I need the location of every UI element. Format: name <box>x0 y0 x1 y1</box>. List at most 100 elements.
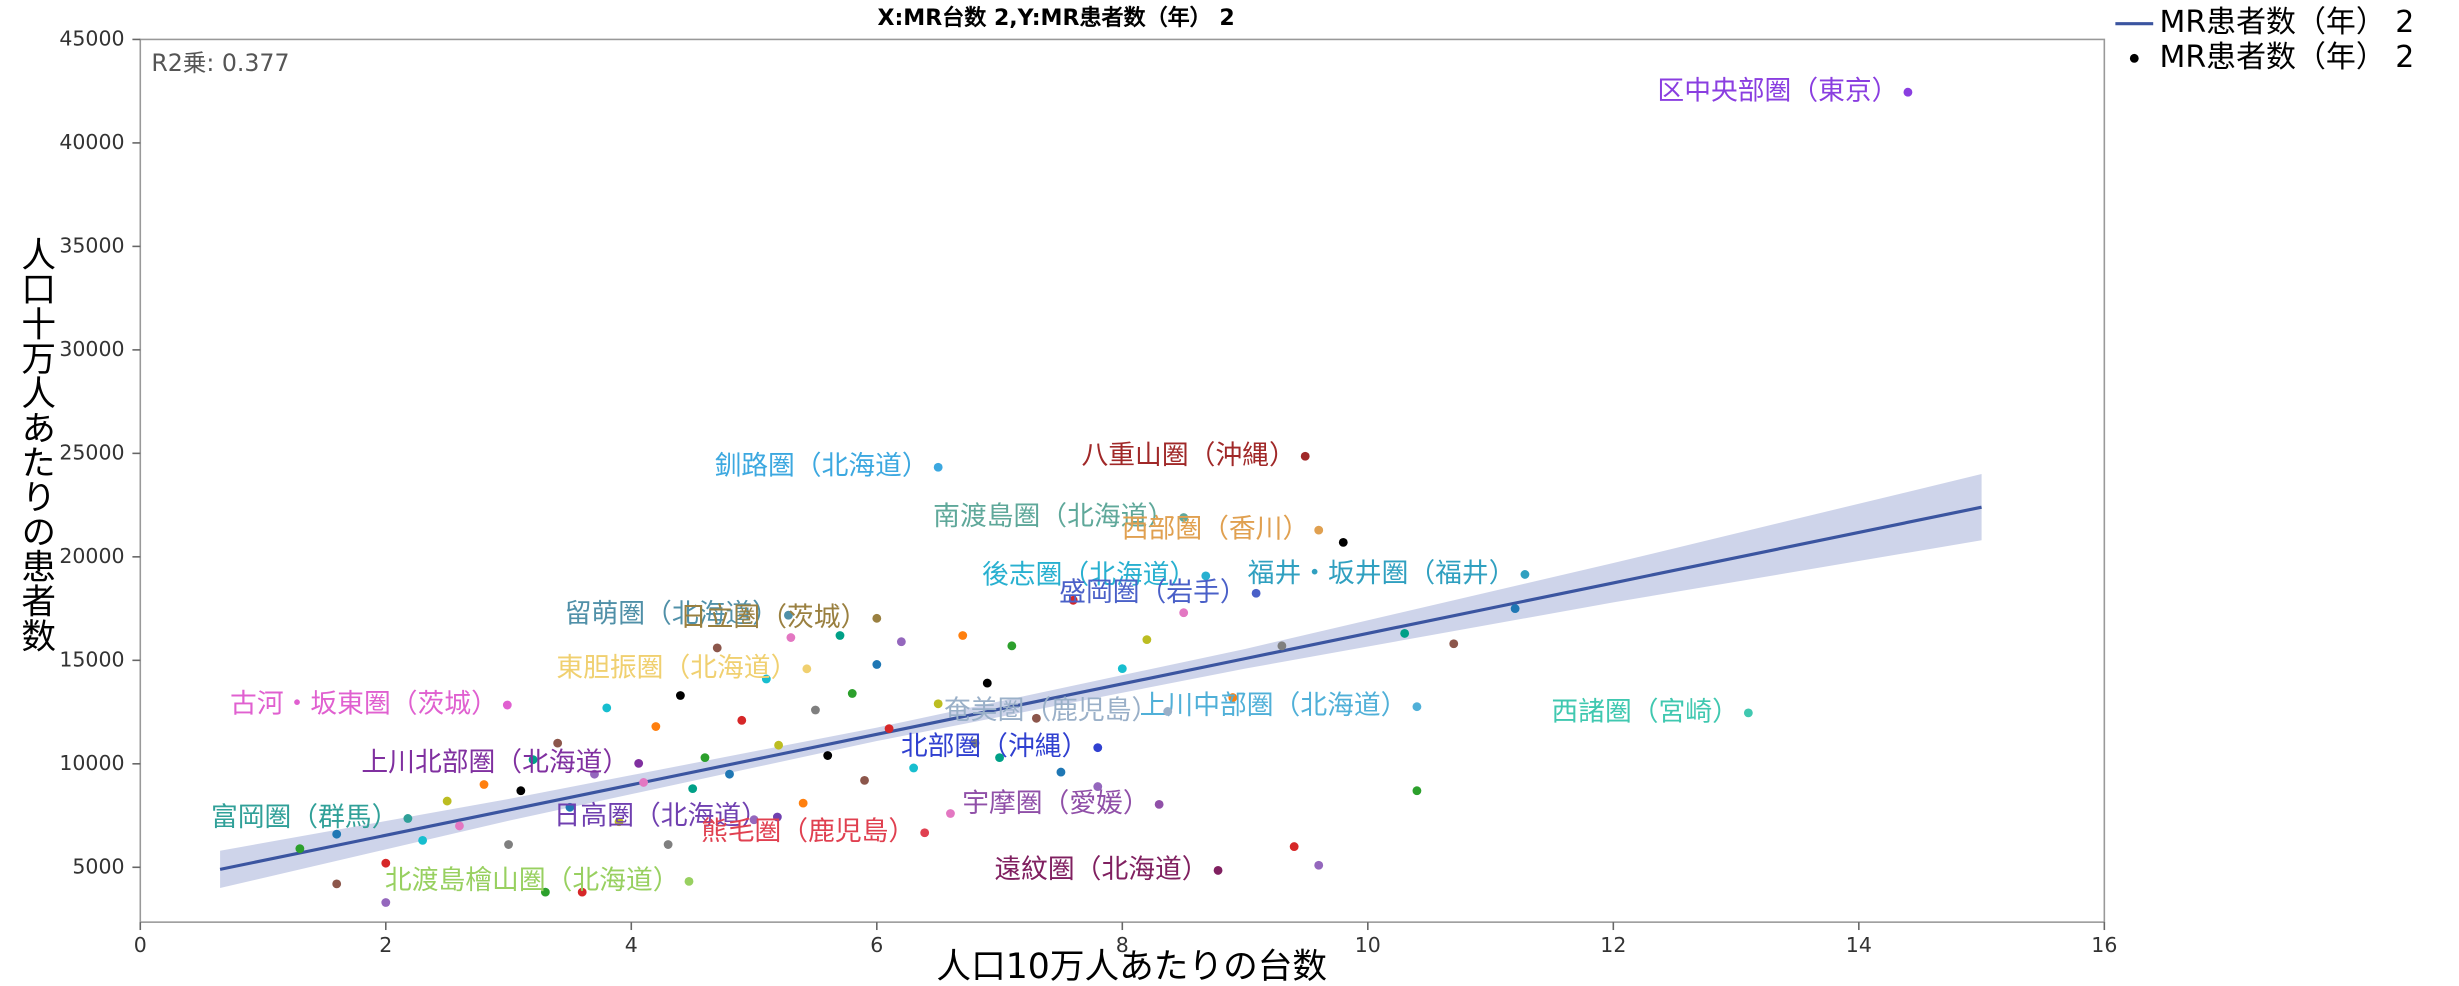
point <box>381 858 391 868</box>
point <box>442 796 452 806</box>
point <box>811 705 820 715</box>
labeled-point <box>872 613 882 623</box>
point-label: 南渡島圏（北海道） <box>933 501 1174 532</box>
point <box>1510 604 1520 614</box>
x-tick-label: 4 <box>625 933 638 957</box>
x-tick-label: 0 <box>134 933 147 957</box>
point-label: 区中央部圏（東京） <box>1657 76 1898 107</box>
point <box>295 844 305 854</box>
point-label: 八重山圏（沖縄） <box>1081 440 1295 471</box>
x-tick-label: 10 <box>1355 933 1381 957</box>
point-label: 遠紋圏（北海道） <box>994 854 1208 885</box>
point <box>946 809 955 818</box>
point <box>602 703 612 713</box>
labeled-point <box>1903 87 1913 97</box>
labeled-point <box>634 758 644 768</box>
x-tick-label: 6 <box>870 933 883 957</box>
point <box>332 829 342 839</box>
point <box>528 755 538 765</box>
point <box>933 699 943 709</box>
point <box>577 887 587 897</box>
point <box>798 798 808 808</box>
point-label: 西諸圏（宮崎） <box>1551 696 1738 727</box>
labeled-point <box>1201 571 1211 581</box>
labeled-point <box>403 814 413 823</box>
point <box>1289 842 1299 852</box>
y-tick-label: 5000 <box>72 854 124 878</box>
point-label: 福井・坂井圏（福井） <box>1248 558 1516 589</box>
point-label: 上川北部圏（北海道） <box>361 747 629 778</box>
point <box>418 835 428 845</box>
labeled-point <box>1251 588 1261 598</box>
point-label: 東胆振圏（北海道） <box>556 652 797 683</box>
point <box>1400 629 1410 638</box>
point-label: 西部圏（香川） <box>1122 514 1309 545</box>
labeled-point <box>502 700 512 710</box>
point-label: 熊毛圏（鹿児島） <box>701 816 915 847</box>
y-tick-label: 10000 <box>59 751 124 775</box>
labeled-point <box>784 610 793 620</box>
point <box>651 722 661 731</box>
point <box>1314 860 1324 870</box>
point-label: 宇摩圏（愛媛） <box>962 788 1149 819</box>
point <box>725 769 734 779</box>
x-tick-label: 12 <box>1600 933 1626 957</box>
point <box>970 738 980 748</box>
point <box>995 753 1004 763</box>
point <box>835 631 845 640</box>
point <box>872 660 882 669</box>
labeled-point <box>1093 743 1103 753</box>
r2-annotation: R2乗: 0.377 <box>151 49 289 77</box>
plot-frame <box>139 38 2106 923</box>
point <box>1277 641 1287 651</box>
legend-dot <box>2129 53 2139 63</box>
point <box>675 691 685 700</box>
point <box>1338 537 1348 547</box>
point <box>749 815 759 825</box>
point <box>1007 641 1017 651</box>
point <box>332 879 342 889</box>
point <box>540 887 550 897</box>
point-label: 後志圏（北海道） <box>982 559 1196 590</box>
point <box>823 751 833 760</box>
point <box>786 633 796 642</box>
point <box>712 643 722 653</box>
labeled-point <box>933 462 943 472</box>
confidence-band <box>220 474 1982 888</box>
point-label: 上川中部圏（北海道） <box>1140 690 1408 721</box>
legend-label: MR患者数（年） 2 <box>2160 5 2415 40</box>
chart-title: X:MR台数 2,Y:MR患者数（年） 2 <box>877 5 1234 31</box>
point <box>639 778 648 787</box>
labeled-point <box>1154 799 1164 809</box>
point <box>700 753 710 763</box>
labeled-point <box>1163 707 1173 716</box>
point <box>896 637 906 647</box>
labeled-point <box>1743 708 1753 718</box>
labeled-point <box>1179 513 1189 522</box>
point <box>1228 693 1238 702</box>
point <box>553 738 563 748</box>
y-tick-label: 15000 <box>59 647 124 671</box>
labeled-point <box>1314 525 1324 535</box>
point <box>688 784 698 794</box>
labeled-point <box>802 664 812 674</box>
point <box>958 631 968 640</box>
point <box>1142 635 1152 645</box>
point <box>1449 639 1459 649</box>
point <box>774 740 784 750</box>
point <box>504 840 513 849</box>
point <box>1412 786 1422 796</box>
legend-label: MR患者数（年） 2 <box>2160 40 2415 75</box>
point <box>516 786 526 796</box>
point <box>614 817 624 827</box>
x-tick-label: 2 <box>379 933 392 957</box>
y-tick-label: 25000 <box>59 440 124 464</box>
point-label: 古河・坂東圏（茨城） <box>230 689 498 720</box>
labeled-point <box>684 876 694 886</box>
labeled-point <box>1412 702 1422 712</box>
x-tick-label: 8 <box>1116 933 1129 957</box>
x-tick-label: 16 <box>2091 933 2117 957</box>
point <box>1117 664 1127 674</box>
